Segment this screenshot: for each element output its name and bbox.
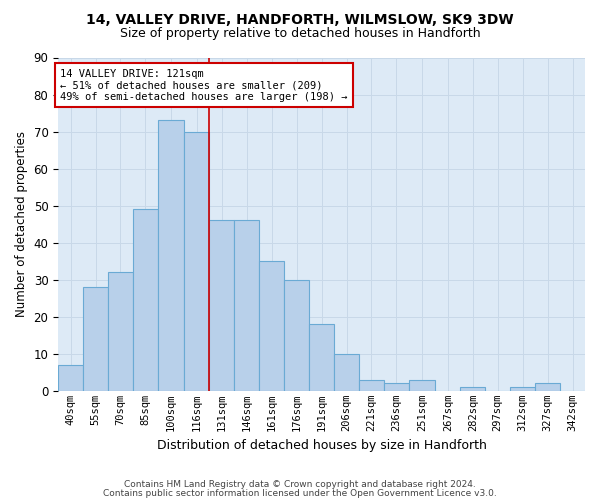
Text: Contains HM Land Registry data © Crown copyright and database right 2024.: Contains HM Land Registry data © Crown c…	[124, 480, 476, 489]
Bar	[133, 210, 158, 391]
Bar	[510, 387, 535, 391]
Bar	[259, 261, 284, 391]
Bar	[334, 354, 359, 391]
Bar	[209, 220, 235, 391]
Bar	[384, 384, 409, 391]
Bar	[108, 272, 133, 391]
Text: 14, VALLEY DRIVE, HANDFORTH, WILMSLOW, SK9 3DW: 14, VALLEY DRIVE, HANDFORTH, WILMSLOW, S…	[86, 12, 514, 26]
Text: 14 VALLEY DRIVE: 121sqm
← 51% of detached houses are smaller (209)
49% of semi-d: 14 VALLEY DRIVE: 121sqm ← 51% of detache…	[60, 68, 347, 102]
Bar	[235, 220, 259, 391]
Bar	[409, 380, 436, 391]
X-axis label: Distribution of detached houses by size in Handforth: Distribution of detached houses by size …	[157, 440, 487, 452]
Bar	[58, 365, 83, 391]
Bar	[83, 287, 108, 391]
Bar	[535, 384, 560, 391]
Text: Size of property relative to detached houses in Handforth: Size of property relative to detached ho…	[119, 28, 481, 40]
Y-axis label: Number of detached properties: Number of detached properties	[15, 131, 28, 317]
Bar	[284, 280, 309, 391]
Bar	[309, 324, 334, 391]
Bar	[158, 120, 184, 391]
Text: Contains public sector information licensed under the Open Government Licence v3: Contains public sector information licen…	[103, 488, 497, 498]
Bar	[184, 132, 209, 391]
Bar	[460, 387, 485, 391]
Bar	[359, 380, 384, 391]
